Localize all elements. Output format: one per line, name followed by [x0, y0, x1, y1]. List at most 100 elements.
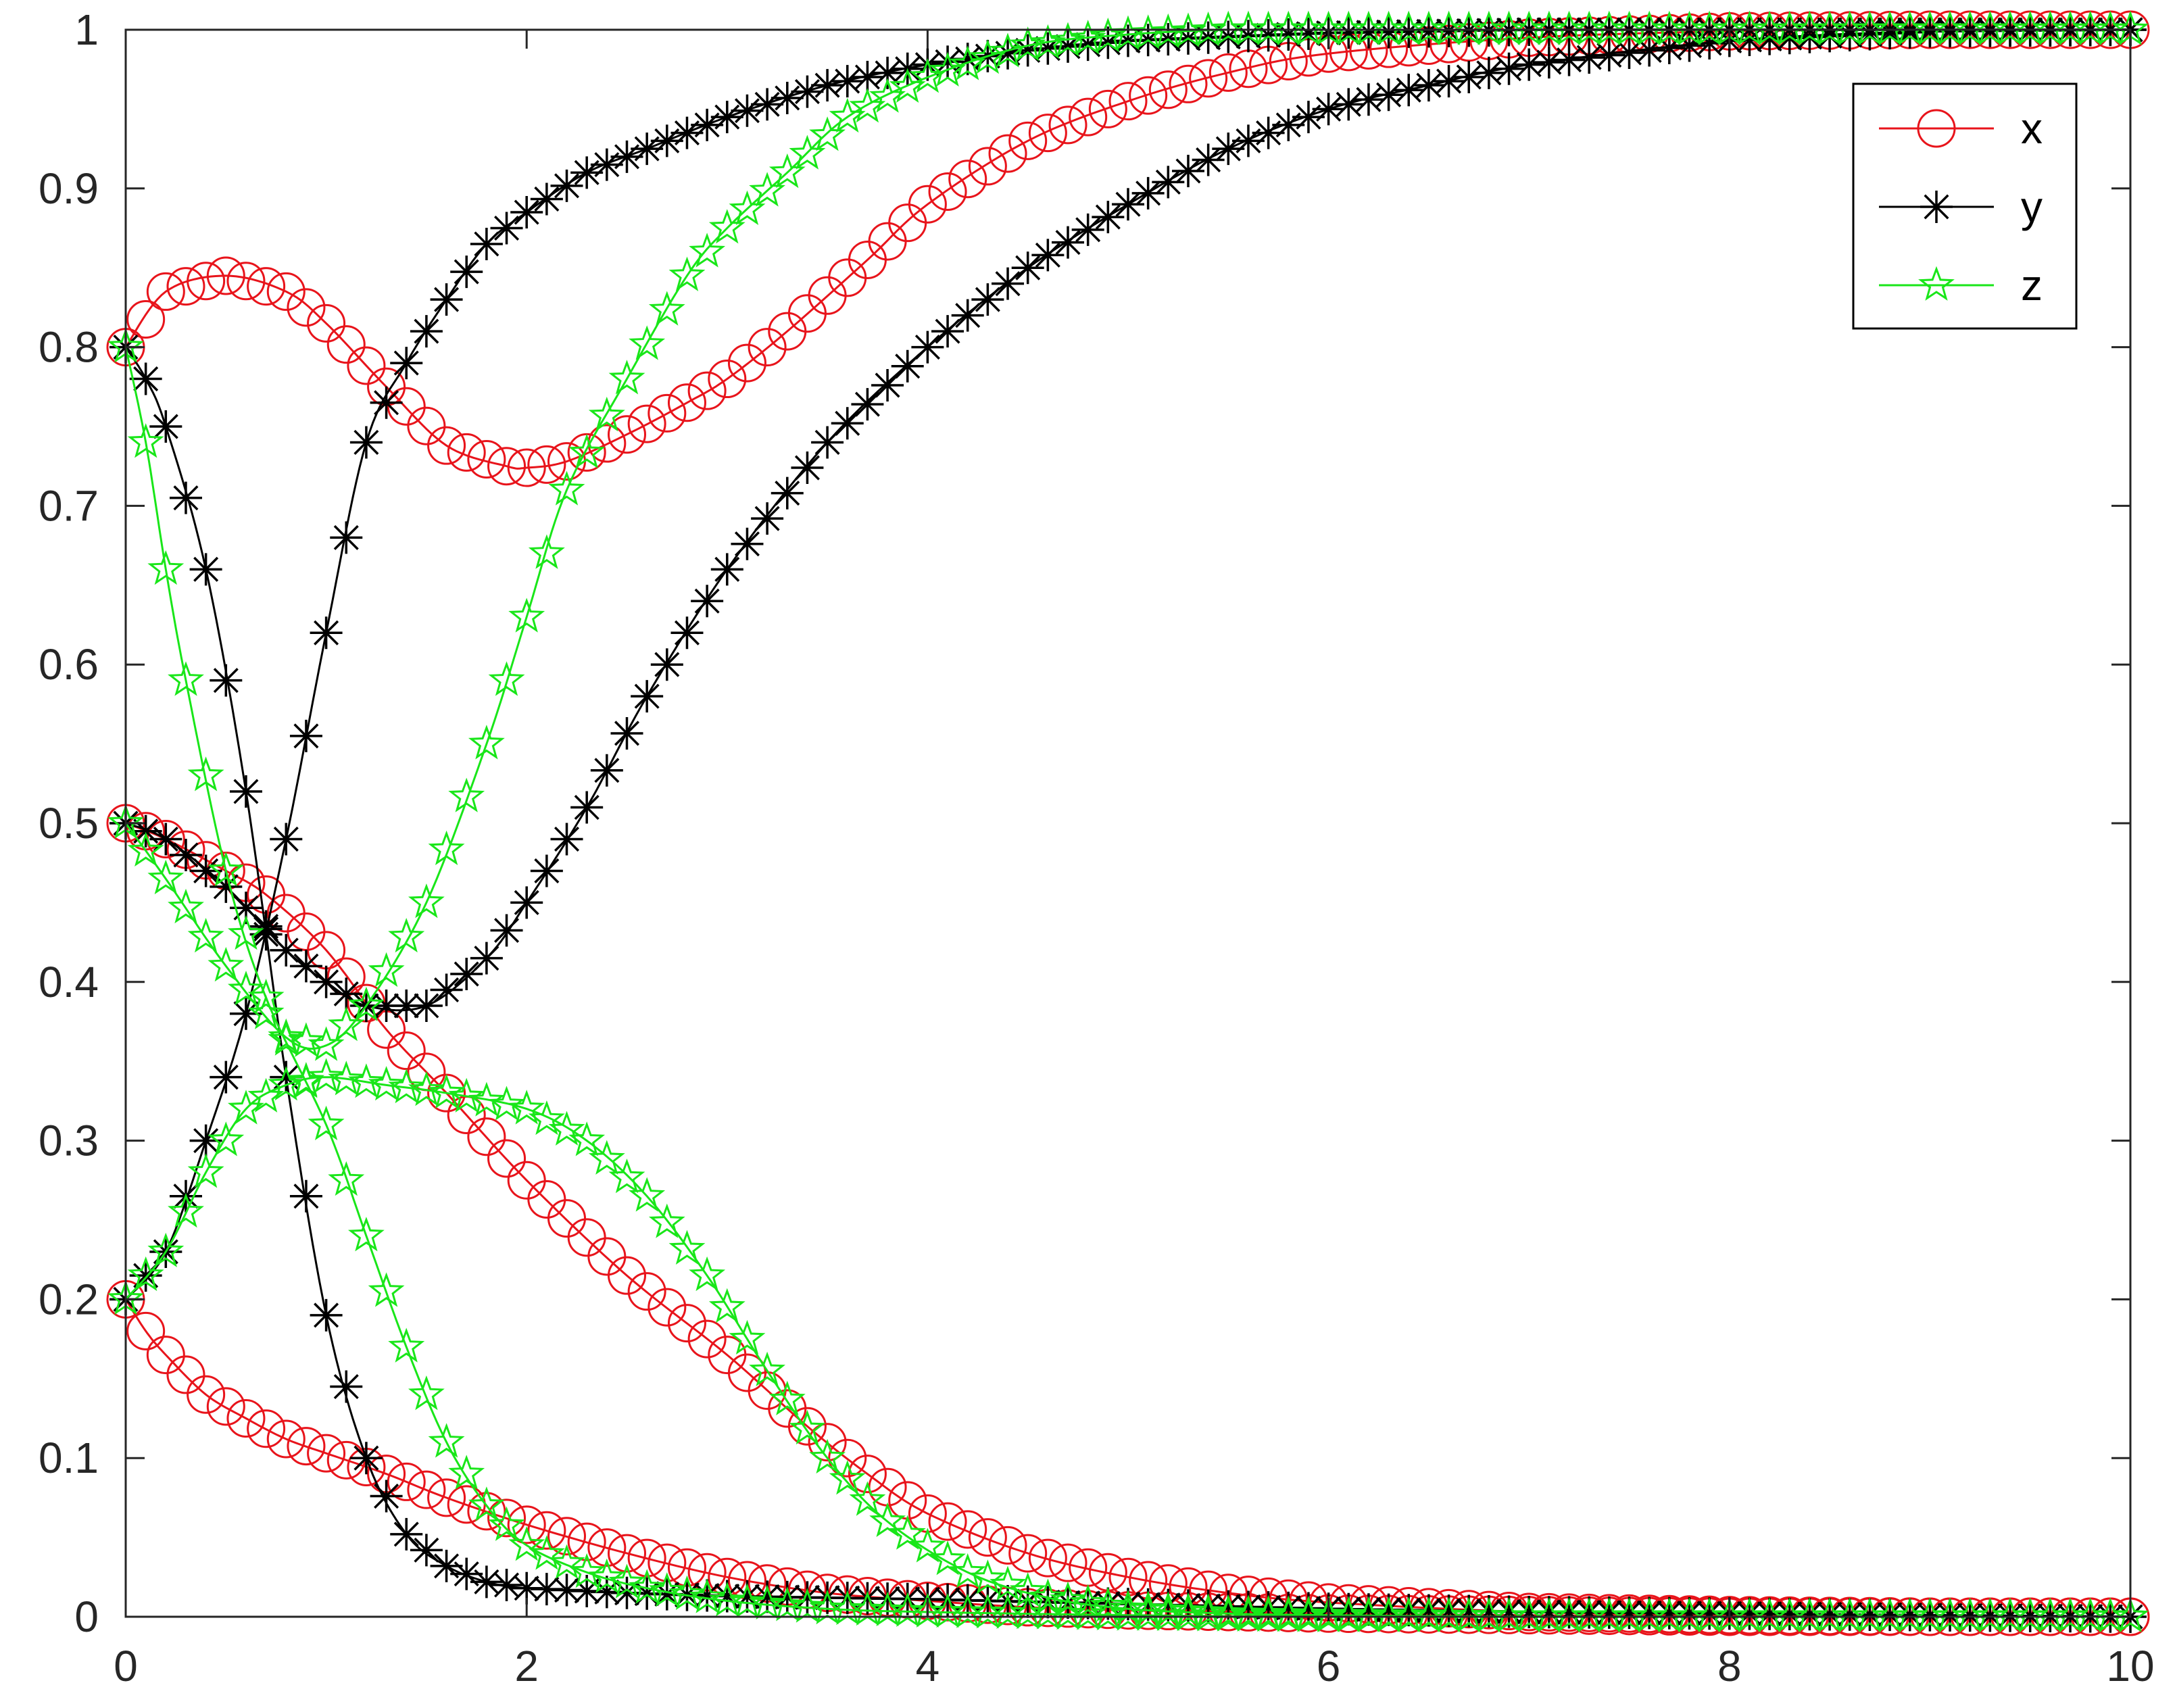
data-point-marker	[648, 1572, 685, 1607]
data-point-marker	[748, 328, 787, 367]
data-point-marker	[710, 553, 743, 586]
data-point-marker	[570, 791, 604, 824]
data-point-marker	[968, 1518, 1007, 1557]
data-point-marker	[1452, 60, 1486, 93]
data-point-marker	[831, 1582, 864, 1615]
data-point-marker	[487, 447, 527, 486]
data-point-marker	[1169, 64, 1208, 103]
data-point-marker	[347, 346, 386, 385]
data-point-marker	[568, 1121, 606, 1156]
data-point-marker	[811, 426, 844, 459]
data-point-marker	[851, 1582, 884, 1615]
data-point-marker	[447, 433, 486, 472]
data-point-marker	[1252, 116, 1285, 149]
data-point-marker	[729, 1319, 766, 1355]
data-point-marker	[710, 101, 743, 134]
data-point-marker	[670, 616, 704, 650]
data-point-marker	[731, 94, 764, 127]
data-point-marker	[1352, 1593, 1385, 1626]
data-point-marker	[1753, 1597, 1786, 1630]
data-point-marker	[147, 859, 185, 895]
data-point-marker	[508, 1090, 545, 1125]
data-point-marker	[992, 1584, 1025, 1617]
data-point-marker	[608, 415, 646, 454]
data-point-marker	[1208, 53, 1248, 92]
data-point-marker	[650, 1578, 683, 1611]
data-point-marker	[588, 1558, 625, 1594]
data-point-marker	[889, 68, 926, 103]
data-point-marker	[1052, 30, 1085, 63]
data-point-marker	[528, 1100, 565, 1136]
data-point-marker	[710, 1580, 743, 1613]
data-point-marker	[249, 918, 283, 951]
data-point-marker	[1513, 1595, 1546, 1628]
data-point-marker	[210, 870, 243, 903]
data-point-marker	[988, 134, 1027, 173]
y-tick-label: 0	[74, 1592, 99, 1641]
data-point-marker	[931, 45, 964, 78]
data-point-marker	[1553, 43, 1586, 76]
data-point-marker	[310, 1298, 343, 1332]
data-point-marker	[1050, 1581, 1086, 1616]
data-point-marker	[708, 1288, 746, 1323]
data-point-marker	[530, 182, 563, 216]
data-point-marker	[1372, 16, 1405, 49]
data-point-marker	[911, 331, 944, 364]
data-point-marker	[1893, 1599, 1926, 1632]
data-point-marker	[1131, 176, 1165, 210]
data-point-marker	[848, 1455, 887, 1494]
data-point-marker	[1048, 1543, 1088, 1582]
data-point-marker	[468, 1486, 505, 1521]
data-point-marker	[1011, 34, 1044, 67]
data-point-marker	[768, 1380, 806, 1416]
data-point-marker	[330, 977, 363, 1010]
data-point-marker	[548, 1544, 585, 1579]
data-point-marker	[428, 1423, 465, 1458]
data-point-marker	[811, 1581, 844, 1614]
data-point-marker	[1653, 1596, 1686, 1630]
data-point-marker	[2112, 1597, 2149, 1632]
data-point-marker	[1673, 1596, 1706, 1630]
data-point-marker	[891, 349, 924, 383]
data-point-marker	[247, 978, 285, 1014]
data-point-marker	[1853, 18, 1886, 51]
data-point-marker	[1432, 14, 1465, 47]
data-point-marker	[1212, 132, 1245, 166]
y-tick-label: 1	[74, 5, 99, 54]
data-point-marker	[928, 1502, 967, 1541]
data-point-marker	[1913, 15, 1947, 48]
data-point-marker	[608, 1256, 646, 1295]
data-point-marker	[791, 1581, 824, 1614]
data-point-marker	[508, 1526, 545, 1561]
data-point-marker	[410, 315, 443, 348]
data-point-marker	[969, 1559, 1006, 1594]
data-point-marker	[307, 303, 346, 343]
data-point-marker	[1011, 251, 1044, 285]
data-point-marker	[771, 81, 804, 114]
y-tick-label: 0.2	[39, 1275, 99, 1323]
data-point-marker	[789, 1409, 826, 1445]
series-line	[124, 1298, 2130, 1618]
data-point-marker	[608, 1534, 646, 1573]
data-point-marker	[1513, 48, 1546, 81]
y-tick-label: 0.1	[39, 1434, 99, 1482]
data-point-marker	[988, 1526, 1027, 1565]
data-point-marker	[1152, 1588, 1185, 1621]
data-point-marker	[992, 36, 1025, 70]
data-point-marker	[390, 1517, 423, 1551]
data-point-marker	[226, 262, 266, 301]
data-point-marker	[687, 1319, 727, 1359]
data-point-marker	[166, 1355, 205, 1394]
data-point-marker	[789, 1588, 826, 1623]
data-point-marker	[627, 1538, 666, 1578]
data-point-marker	[731, 1580, 764, 1613]
data-point-marker	[210, 664, 243, 697]
data-point-marker	[647, 393, 687, 433]
data-point-marker	[368, 1066, 405, 1101]
data-point-marker	[691, 1579, 724, 1612]
legend-entry-z: z	[1879, 261, 2043, 310]
data-point-marker	[266, 1419, 306, 1459]
data-point-marker	[448, 1077, 485, 1113]
